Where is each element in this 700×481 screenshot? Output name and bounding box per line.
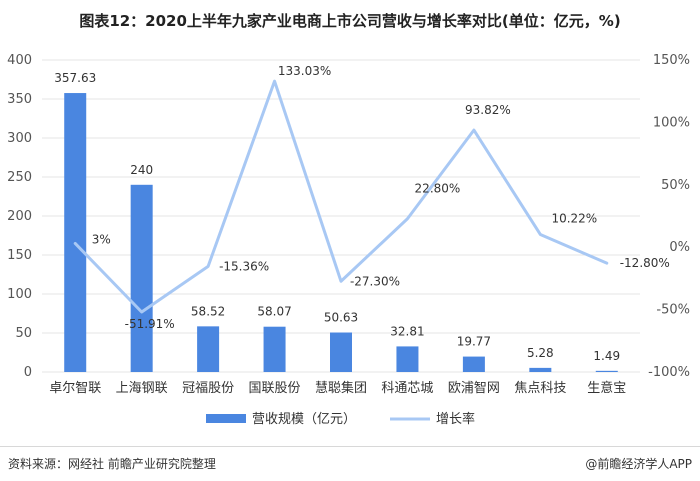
line-series (73, 79, 609, 314)
y-left-tick-label: 50 (15, 326, 32, 341)
y-left-tick-label: 300 (7, 131, 32, 146)
bar (197, 326, 220, 372)
line-data-label: 93.82% (465, 103, 511, 117)
y-right-tick-label: 50% (661, 178, 690, 193)
footer-divider (0, 446, 700, 447)
y-left-tick-label: 250 (7, 170, 32, 185)
line-data-label: -27.30% (350, 274, 400, 288)
bar (529, 367, 552, 372)
line-data-label: -51.91% (125, 317, 175, 331)
bar-data-label: 50.63 (324, 311, 358, 325)
bar (396, 346, 419, 372)
bar (595, 370, 618, 372)
y-right-tick-label: 100% (653, 115, 690, 130)
x-category-label: 卓尔智联 (49, 381, 101, 396)
line-data-label: 22.80% (415, 182, 461, 196)
bar-series (64, 93, 618, 373)
x-category-label: 欧浦智网 (448, 381, 500, 396)
x-category-label: 上海钢联 (116, 381, 168, 396)
bar-data-label: 58.52 (191, 304, 225, 318)
line-data-label: 3% (92, 232, 111, 246)
x-category-label: 冠福股份 (182, 381, 234, 396)
line-data-label: -12.80% (620, 256, 670, 270)
bar-data-label: 58.07 (257, 305, 291, 319)
bar (64, 93, 87, 373)
bar-data-labels: 357.63 240 58.52 58.07 50.63 32.81 19.77 5.28 1.… (54, 71, 620, 363)
y-right-tick-label: 150% (653, 53, 690, 68)
x-category-label: 国联股份 (249, 381, 301, 396)
y-left-tick-label: 350 (7, 92, 32, 107)
right-axis-ticks: -100% -50% 0% 50% 100% 150% (648, 53, 690, 380)
growth-line (73, 79, 609, 314)
bar-data-label: 19.77 (457, 335, 491, 349)
chart-title: 图表12：2020上半年九家产业电商上市公司营收与增长率对比(单位：亿元，%) (79, 12, 621, 30)
line-data-label: -15.36% (219, 259, 269, 273)
left-axis-ticks: 0 50 100 150 200 250 300 350 400 (7, 53, 32, 380)
y-right-tick-label: -100% (648, 365, 690, 380)
legend-swatch-bar (206, 414, 246, 423)
y-left-tick-label: 150 (7, 248, 32, 263)
y-left-tick-label: 200 (7, 209, 32, 224)
legend-label-revenue: 营收规模（亿元） (252, 412, 356, 427)
x-category-label: 生意宝 (587, 380, 626, 396)
y-left-tick-label: 400 (7, 53, 32, 68)
y-left-tick-label: 0 (24, 365, 32, 380)
line-data-labels: 3% -51.91% -15.36% 133.03% -27.30% 22.80% 93.8… (92, 64, 670, 331)
legend: 营收规模（亿元） 增长率 (206, 411, 475, 427)
bar (462, 356, 485, 372)
category-labels: 卓尔智联 上海钢联 冠福股份 国联股份 慧聪集团 科通芯城 欧浦智网 焦点科技 生意宝 (49, 380, 626, 396)
bar-data-label: 1.49 (593, 349, 620, 363)
bar (263, 326, 286, 372)
line-data-label: 133.03% (278, 64, 331, 78)
line-data-label: 10.22% (551, 211, 597, 225)
bar-data-label: 32.81 (390, 324, 424, 338)
bar (130, 184, 153, 372)
bar (330, 332, 352, 372)
bar-data-label: 357.63 (54, 71, 96, 85)
legend-label-growth: 增长率 (436, 411, 475, 427)
y-right-tick-label: -50% (656, 303, 690, 318)
x-category-label: 科通芯城 (381, 381, 433, 396)
bar-data-label: 5.28 (527, 346, 554, 360)
x-category-label: 慧聪集团 (315, 380, 367, 396)
brand-credit: @前瞻经济学人APP (585, 457, 692, 471)
source-note: 资料来源：网经社 前瞻产业研究院整理 (8, 457, 216, 471)
x-category-label: 焦点科技 (514, 381, 566, 396)
bar-data-label: 240 (130, 163, 153, 177)
y-left-tick-label: 100 (7, 287, 32, 302)
y-right-tick-label: 0% (669, 240, 690, 255)
